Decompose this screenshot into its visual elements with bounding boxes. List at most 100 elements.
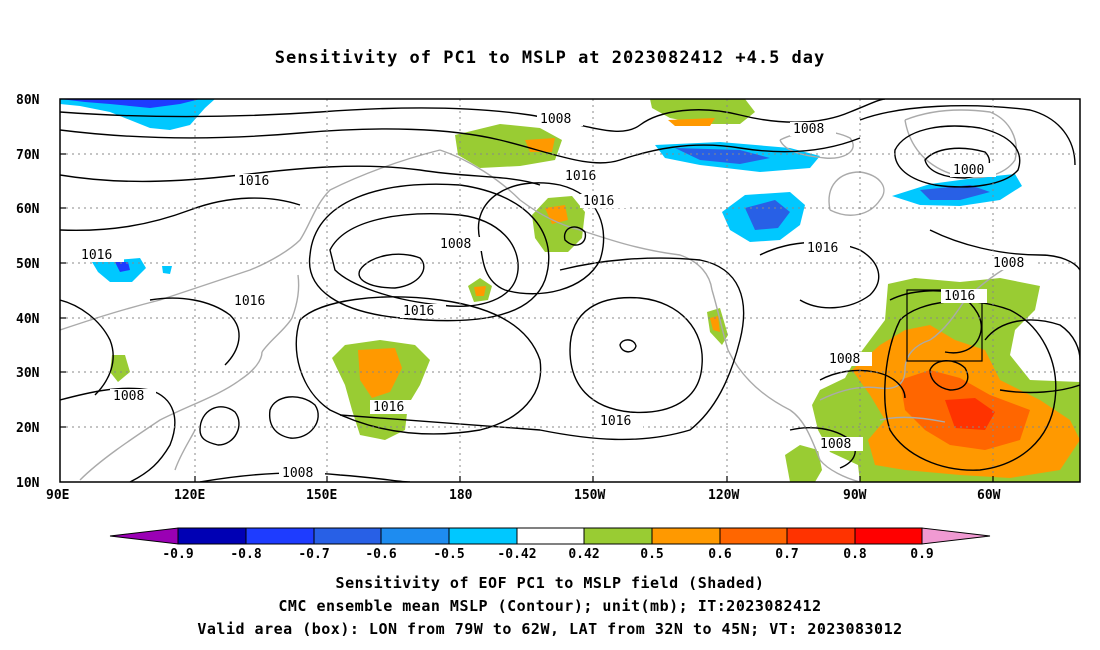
lon-label: 90E: [46, 488, 69, 503]
contour-1016-pacific: [60, 197, 301, 232]
contour-label: 1016: [944, 289, 975, 304]
coastline-greenland: [904, 109, 1017, 179]
contour-1024-high-center: [619, 339, 637, 353]
contour-label: 1008: [993, 256, 1024, 271]
contour-1016-ring: [308, 183, 550, 322]
colorbar-segment: [786, 527, 856, 545]
colorbar-label: -0.5: [433, 547, 464, 562]
lat-label: 20N: [16, 421, 40, 436]
lon-label: 90W: [843, 488, 867, 503]
neg-core-west: [115, 262, 130, 272]
contour-1008-atlantic-east: [929, 229, 1080, 271]
coastline-namerica-west: [711, 289, 861, 482]
pos-spot-china: [110, 355, 130, 382]
contour-1008-greenland: [894, 125, 1021, 188]
longitude-axis: 90E 120E 150E 180 150W 120W 90W 60W: [46, 488, 1001, 503]
map-title: Sensitivity of PC1 to MSLP at 2023082412…: [274, 48, 826, 68]
colorbar-segment: [516, 527, 585, 545]
contour-1016-north-pac-high: [569, 296, 703, 414]
coastline-gulf: [819, 339, 931, 401]
contour-1008-north-atlantic: [859, 104, 1076, 166]
contour-1016-n-america: [759, 241, 880, 309]
contour-1016-subtropical: [339, 257, 745, 441]
colorbar-label: -0.42: [497, 547, 536, 562]
contour-1016-small-low-pac: [268, 396, 319, 439]
lat-label: 80N: [16, 93, 40, 108]
coastline-philippines: [174, 429, 196, 471]
contour-label: 1016: [234, 294, 265, 309]
map-frame: [59, 98, 1081, 483]
lon-label: 180: [449, 488, 473, 503]
lat-label: 60N: [16, 202, 40, 217]
contour-1008-gulf: [819, 369, 906, 399]
contour-label: 1008: [829, 352, 860, 367]
lat-label: 40N: [16, 312, 40, 327]
colorbar-segment: [448, 527, 518, 545]
contour-label: 1008: [282, 466, 313, 481]
lat-label: 30N: [16, 366, 40, 381]
contour-label: 1016: [583, 194, 614, 209]
pos-core-subtropical: [358, 348, 402, 398]
contour-label: 1008: [440, 237, 471, 252]
pos-core-baja: [710, 316, 720, 332]
contour-1008-asia: [60, 387, 176, 482]
colorbar-segment: [177, 527, 247, 545]
contour-label: 1008: [820, 437, 851, 452]
contour-1016-azores: [984, 319, 1080, 361]
neg-core-top-left: [60, 99, 200, 108]
axis-ticks: [60, 153, 994, 482]
colorbar-segment: [313, 527, 382, 545]
lon-label: 120W: [708, 488, 739, 503]
contour-label: 1016: [81, 248, 112, 263]
pos-core-pacific-spot: [474, 286, 486, 296]
contour-1016-alaska-ring: [477, 182, 605, 295]
pos-spot-mexico: [785, 445, 822, 482]
pos-region-alaska: [532, 196, 585, 252]
lat-label: 10N: [16, 476, 40, 491]
contour-1016-small-low-asia: [199, 406, 240, 446]
contour-label: 1016: [403, 304, 434, 319]
contour-1016-atlantic-ring: [884, 300, 1057, 471]
pos-core-bering: [525, 138, 555, 152]
contour-1016-high: [295, 296, 542, 435]
colorbar-label: 0.9: [910, 547, 933, 562]
contour-label: 1016: [600, 414, 631, 429]
colorbar-segment: [380, 527, 450, 545]
contour-1016-india: [60, 299, 114, 396]
neg-core-greenland: [920, 185, 990, 200]
coastline-china: [79, 351, 263, 481]
contour-labels: 1008 1008 1016 1016 1016 1000 1016 1016 …: [78, 112, 1036, 481]
lat-label: 50N: [16, 257, 40, 272]
contour-label: 1016: [565, 169, 596, 184]
colorbar-segment: [109, 527, 179, 545]
colorbar-segment: [719, 527, 788, 545]
coastline-japan: [261, 274, 300, 353]
colorbar-label: 0.5: [640, 547, 663, 562]
contour-label: 1008: [540, 112, 571, 127]
contour-1008-low-center: [329, 213, 519, 307]
colorbar-label: -0.9: [162, 547, 193, 562]
neg-region-top-left: [60, 99, 215, 130]
contour-1016-central-asia: [149, 297, 240, 366]
pos-region-arctic: [650, 99, 755, 124]
colorbar-label: -0.8: [230, 547, 261, 562]
colorbar-label: 0.6: [708, 547, 732, 562]
colorbar-label: 0.42: [568, 547, 599, 562]
lon-label: 120E: [174, 488, 205, 503]
caption-shaded: Sensitivity of EOF PC1 to MSLP field (Sh…: [335, 574, 765, 592]
colorbar-segment: [245, 527, 315, 545]
colorbar-label: 0.8: [843, 547, 867, 562]
colorbar-segment: [921, 527, 991, 545]
latitude-axis: 80N 70N 60N 50N 40N 30N 20N 10N: [16, 93, 40, 491]
colorbar-segment: [854, 527, 923, 545]
colorbar-label: -0.6: [365, 547, 396, 562]
caption-contour: CMC ensemble mean MSLP (Contour); unit(m…: [278, 597, 822, 615]
neg-spot-west: [162, 266, 172, 274]
grid-layer: [60, 99, 1080, 482]
lon-label: 150E: [306, 488, 337, 503]
contour-layer: [60, 99, 1080, 482]
contour-label: 1008: [793, 122, 824, 137]
pos-region-bering: [455, 124, 562, 168]
contour-1016-arctic: [60, 128, 861, 164]
